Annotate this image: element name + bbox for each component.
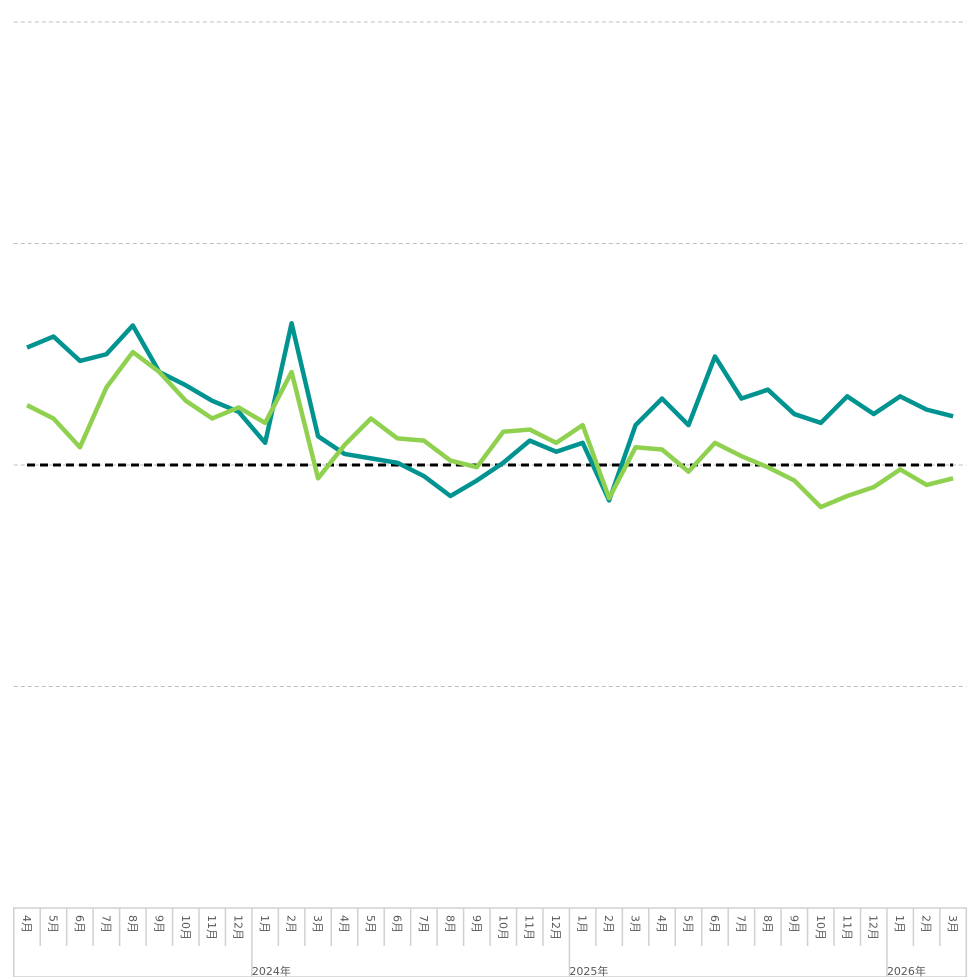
x-tick-label: 1月 [258, 915, 271, 933]
x-tick-label: 10月 [814, 915, 827, 940]
x-tick-label: 5月 [364, 915, 377, 933]
line-series [25, 349, 954, 510]
x-tick-label: 2月 [920, 915, 933, 933]
x-tick-label: 11月 [523, 915, 536, 940]
x-tick-label: 7月 [99, 915, 112, 933]
x-tick-label: 9月 [152, 915, 165, 933]
x-tick-label: 6月 [73, 915, 86, 933]
x-tick-label: 3月 [946, 915, 959, 933]
x-tick-label: 2月 [285, 915, 298, 933]
x-tick-label: 7月 [734, 915, 747, 933]
group-label: 2026年 [887, 964, 926, 977]
x-tick-label: 6月 [390, 915, 403, 933]
x-tick-label: 12月 [867, 915, 880, 940]
x-tick-label: 10月 [496, 915, 509, 940]
x-tick-label: 7月 [417, 915, 430, 933]
x-tick-label: 1月 [893, 915, 906, 933]
x-tick-label: 4月 [20, 915, 33, 933]
x-tick-label: 4月 [655, 915, 668, 933]
x-tick-label: 10月 [179, 915, 192, 940]
x-tick-label: 11月 [205, 915, 218, 940]
x-tick-label: 9月 [787, 915, 800, 933]
x-tick-label: 8月 [761, 915, 774, 933]
x-tick-label: 2月 [602, 915, 615, 933]
x-tick-label: 6月 [708, 915, 721, 933]
x-tick-label: 11月 [840, 915, 853, 940]
x-tick-label: 3月 [311, 915, 324, 933]
x-tick-label: 5月 [46, 915, 59, 933]
x-tick-label: 3月 [629, 915, 642, 933]
x-tick-label: 8月 [126, 915, 139, 933]
x-tick-label: 8月 [443, 915, 456, 933]
x-tick-label: 5月 [682, 915, 695, 933]
x-tick-label: 4月 [338, 915, 351, 933]
x-tick-label: 1月 [576, 915, 589, 933]
x-tick-label: 12月 [549, 915, 562, 940]
line-series [26, 320, 954, 503]
x-tick-label: 9月 [470, 915, 483, 933]
group-label: 2024年 [252, 964, 291, 977]
group-label: 2025年 [569, 964, 608, 977]
x-tick-label: 12月 [232, 915, 245, 940]
